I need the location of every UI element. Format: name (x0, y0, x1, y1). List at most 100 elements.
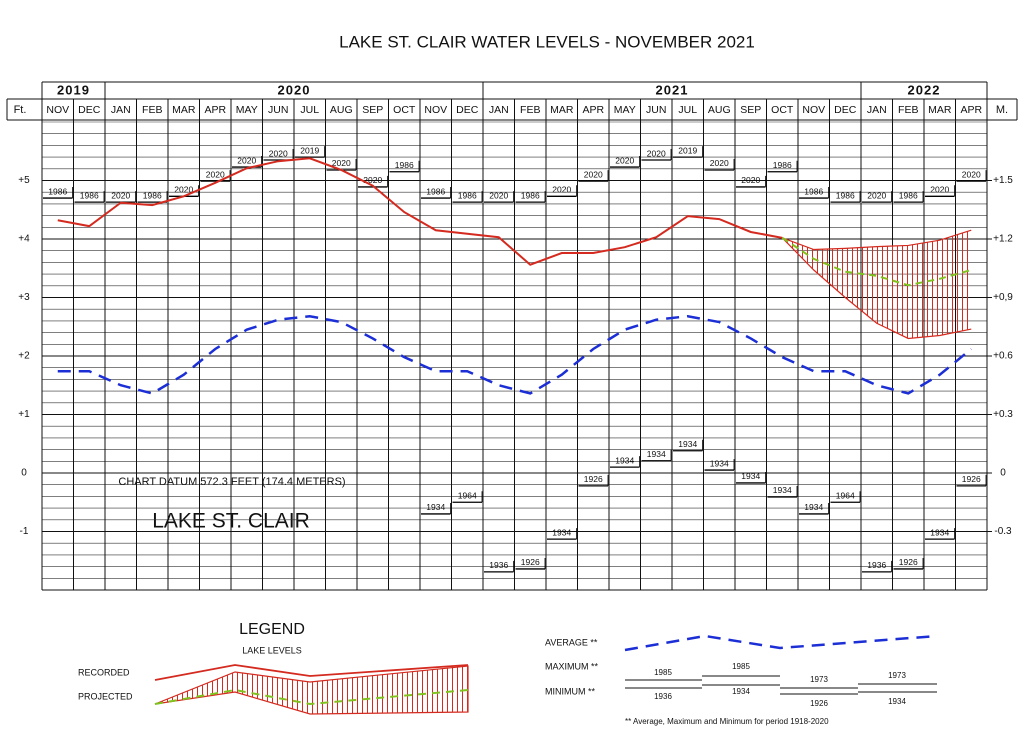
x-tick-label: OCT (393, 104, 416, 116)
y-tick-label: +5 (18, 175, 30, 186)
annotation: CHART DATUM 572.3 FEET (174.4 METERS) (118, 476, 345, 488)
x-tick-label: FEB (520, 104, 540, 116)
maximum-record-year: 1986 (395, 160, 414, 170)
x-tick-label: SEP (740, 104, 761, 116)
maximum-record-year: 2019 (300, 145, 319, 155)
maximum-record-year: 2020 (867, 190, 886, 200)
maximum-record-year: 2020 (174, 185, 193, 195)
legend-average (624, 634, 938, 652)
x-tick-label: DEC (834, 104, 857, 116)
chart-title: LAKE ST. CLAIR WATER LEVELS - NOVEMBER 2… (339, 32, 755, 51)
y-tick-label: +4 (18, 234, 30, 245)
maximum-record-year: 2020 (332, 158, 351, 168)
legend-year: 1973 (888, 671, 906, 680)
legend-year: 1985 (654, 668, 672, 677)
maximum-record-year: 2020 (552, 185, 571, 195)
maximum-record-year: 2020 (584, 169, 603, 179)
minimum-record-year: 1926 (584, 474, 603, 484)
x-tick-label: NOV (424, 104, 447, 116)
x-tick-label: MAR (172, 104, 196, 116)
maximum-record-year: 2020 (363, 175, 382, 185)
legend-title: LEGEND (239, 621, 305, 638)
y2-tick-label: +0.3 (993, 409, 1013, 420)
maximum-record-year: 2020 (111, 190, 130, 200)
x-tick-label: FEB (898, 104, 918, 116)
x-tick-label: APR (582, 104, 604, 116)
y2-tick-label: +0,9 (993, 292, 1013, 303)
y-axis-label: Ft. (14, 104, 27, 116)
legend-recorded (154, 664, 469, 681)
x-tick-label: JAN (867, 104, 887, 116)
x-tick-label: JAN (489, 104, 509, 116)
maximum-record-year: 1986 (521, 190, 540, 200)
legend-minimum (625, 684, 937, 695)
projection-range (782, 230, 972, 339)
maximum-record-year: 2020 (489, 190, 508, 200)
maximum-record-year: 2020 (962, 169, 981, 179)
x-tick-label: DEC (78, 104, 101, 116)
x-tick-label: AUG (708, 104, 731, 116)
maximum-record-year: 2019 (678, 145, 697, 155)
maximum-record-year: 1986 (899, 190, 918, 200)
legend-note: ** Average, Maximum and Minimum for peri… (625, 717, 829, 726)
y-tick-label: 0 (21, 468, 27, 479)
minimum-record-year: 1934 (710, 458, 729, 468)
maximum-record-year: 1986 (426, 186, 445, 196)
legend-year: 1936 (654, 692, 672, 701)
maximum-record-year: 2020 (206, 169, 225, 179)
y2-tick-label: +0.6 (993, 351, 1013, 362)
x-tick-label: APR (960, 104, 982, 116)
maximum-record-year: 1986 (458, 190, 477, 200)
x-tick-label: FEB (142, 104, 162, 116)
maximum-record-year: 2020 (647, 148, 666, 158)
maximum-record-year: 1986 (773, 160, 792, 170)
minimum-record-year: 1926 (962, 474, 981, 484)
minimum-record-year: 1934 (426, 502, 445, 512)
legend-year: 1926 (810, 699, 828, 708)
x-tick-label: JUL (678, 104, 697, 116)
minimum-record-year: 1934 (615, 455, 634, 465)
legend-projected (154, 688, 469, 706)
minimum-record-year: 1926 (899, 557, 918, 567)
recorded-line (57, 157, 783, 266)
legend-subtitle: LAKE LEVELS (242, 645, 302, 655)
projected-line (781, 236, 972, 287)
x-tick-label: JUN (646, 104, 666, 116)
maximum-record-year: 2020 (615, 155, 634, 165)
legend-label: MAXIMUM ** (545, 661, 599, 671)
x-tick-label: MAY (236, 104, 258, 116)
minimum-record-year: 1934 (678, 439, 697, 449)
x-tick-label: AUG (330, 104, 353, 116)
legend-projected-range (154, 665, 469, 715)
minimum-record-year: 1934 (773, 485, 792, 495)
x-tick-label: MAR (928, 104, 952, 116)
minimum-record-year: 1964 (836, 491, 855, 501)
average-line (57, 314, 973, 395)
minimum-record-year: 1934 (552, 527, 571, 537)
y2-axis-label: M. (996, 104, 1008, 116)
x-tick-label: APR (204, 104, 226, 116)
maximum-record-year: 2020 (237, 155, 256, 165)
minimum-record-year: 1926 (521, 557, 540, 567)
maximum-record-year: 2020 (930, 185, 949, 195)
x-tick-label: JUL (300, 104, 319, 116)
y2-tick-label: -0.3 (994, 526, 1012, 537)
maximum-record-year: 1986 (804, 186, 823, 196)
y2-tick-label: +1.2 (993, 234, 1013, 245)
maximum-record-year: 2020 (269, 148, 288, 158)
maximum-record-year: 1986 (80, 190, 99, 200)
x-tick-label: MAY (614, 104, 636, 116)
x-tick-label: NOV (46, 104, 69, 116)
y2-tick-label: 0 (1000, 468, 1006, 479)
legend-year: 1934 (732, 687, 750, 696)
y2-tick-label: +1.5 (993, 175, 1013, 186)
y-tick-label: +2 (18, 351, 30, 362)
minimum-record-year: 1934 (647, 449, 666, 459)
x-tick-label: JAN (111, 104, 131, 116)
minimum-record-year: 1964 (458, 491, 477, 501)
maximum-record-year: 1986 (143, 190, 162, 200)
year-label: 2021 (656, 82, 689, 97)
legend-label: AVERAGE ** (545, 637, 598, 647)
